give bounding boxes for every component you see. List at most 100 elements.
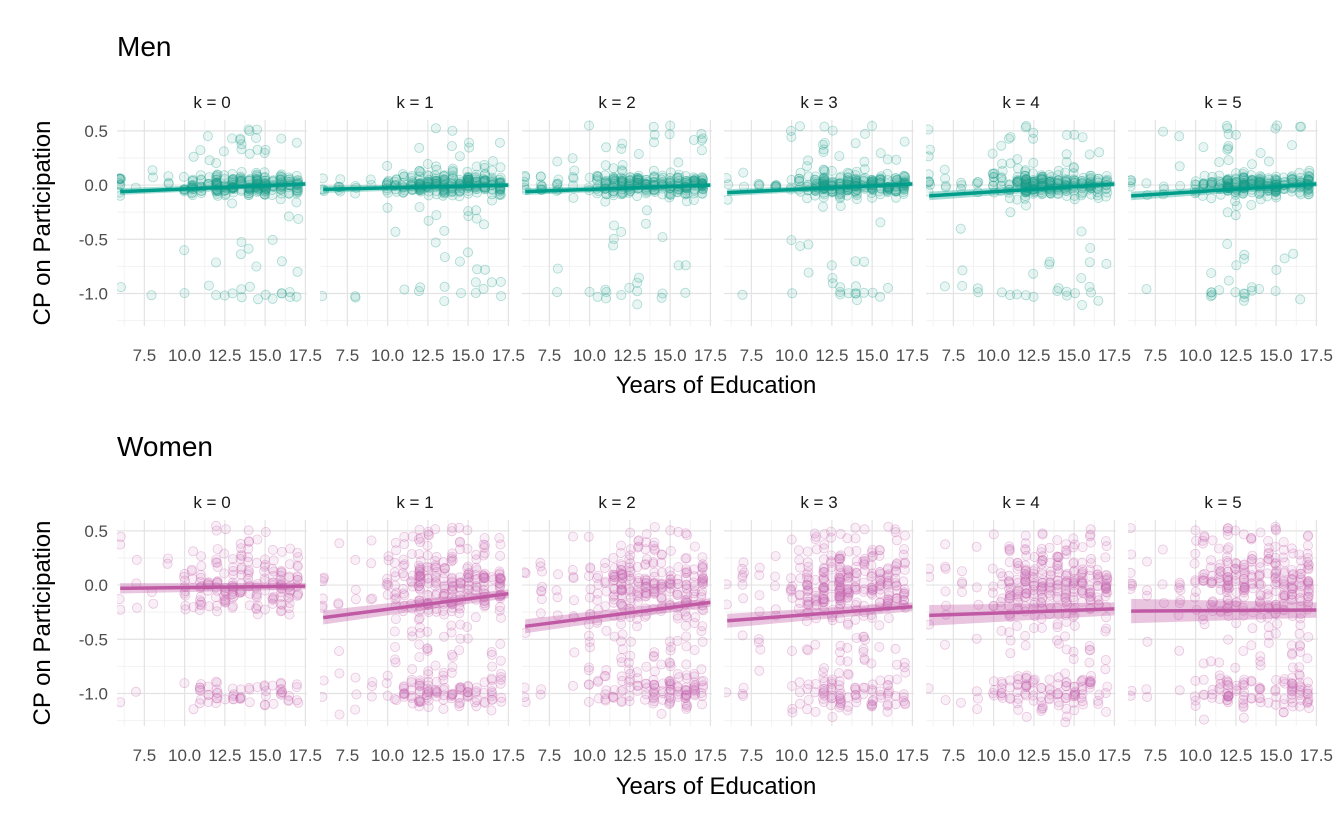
data-point [320, 600, 328, 611]
x-tick-label: 12.5 [1219, 746, 1252, 765]
data-point [665, 167, 676, 178]
data-point [1278, 577, 1289, 588]
data-point [818, 583, 829, 594]
data-point [117, 173, 125, 184]
data-point [243, 552, 254, 563]
data-point [479, 573, 490, 584]
data-point [803, 645, 814, 656]
y-tick-label: -1.0 [79, 685, 108, 704]
data-point [1142, 590, 1153, 601]
data-point [640, 174, 651, 185]
data-point [584, 172, 595, 183]
data-point [1231, 618, 1242, 629]
data-point [414, 572, 425, 583]
data-point [1270, 568, 1281, 579]
data-point [211, 684, 222, 695]
data-point [1223, 691, 1234, 702]
data-point [1294, 677, 1305, 688]
data-point [399, 531, 410, 542]
data-point [1012, 620, 1023, 631]
data-point [479, 169, 490, 180]
data-point [1011, 289, 1022, 300]
data-point [892, 659, 903, 670]
data-point [690, 690, 701, 701]
data-point [859, 164, 870, 175]
data-point [350, 292, 361, 303]
data-point [320, 675, 329, 686]
data-point [609, 175, 620, 186]
data-point [423, 702, 434, 713]
data-point [1206, 178, 1217, 189]
x-tick-label: 15.0 [452, 746, 485, 765]
data-point [1044, 588, 1055, 599]
data-point [867, 192, 878, 203]
data-point [819, 683, 830, 694]
data-point [834, 577, 845, 588]
data-point [680, 682, 691, 693]
x-tick-label: 15.0 [249, 746, 282, 765]
data-point [117, 531, 126, 542]
data-point [470, 174, 481, 185]
data-point [1223, 680, 1234, 691]
data-point [835, 591, 846, 602]
data-point [600, 601, 611, 612]
data-point [1207, 596, 1218, 607]
data-point [494, 583, 505, 594]
data-point [439, 580, 450, 591]
data-point [1230, 563, 1241, 574]
data-point [1287, 173, 1298, 184]
data-point [1286, 172, 1297, 183]
data-point [1239, 583, 1250, 594]
data-point [478, 573, 489, 584]
data-point [179, 678, 190, 689]
data-point [568, 572, 579, 583]
data-point [1222, 575, 1233, 586]
data-point [244, 148, 255, 159]
data-point [454, 191, 465, 202]
data-point [1295, 620, 1306, 631]
data-point [1238, 168, 1249, 179]
data-point [1028, 675, 1039, 686]
data-point [1263, 156, 1274, 167]
data-point [608, 172, 619, 183]
data-point [835, 574, 846, 585]
data-point [1304, 172, 1315, 183]
data-point [406, 172, 417, 183]
data-point [276, 133, 287, 144]
data-point [1222, 566, 1233, 577]
data-point [439, 583, 450, 594]
data-point [1286, 589, 1297, 600]
data-point [1062, 174, 1073, 185]
data-point [522, 568, 531, 579]
data-point [430, 562, 441, 573]
data-point [1012, 680, 1023, 691]
data-point [1221, 556, 1232, 567]
data-point [1068, 576, 1079, 587]
data-point [843, 571, 854, 582]
data-point [202, 681, 213, 692]
data-point [431, 691, 442, 702]
data-point [366, 681, 377, 692]
data-point [454, 683, 465, 694]
data-point [1061, 689, 1072, 700]
data-point [585, 642, 596, 653]
data-point [131, 602, 142, 613]
data-point [1287, 686, 1298, 697]
data-point [227, 133, 238, 144]
data-point [843, 568, 854, 579]
data-point [875, 575, 886, 586]
data-point [680, 610, 691, 621]
data-point [860, 128, 871, 139]
data-point [391, 587, 402, 598]
data-point [293, 697, 304, 708]
data-point [251, 174, 262, 185]
data-point [617, 569, 628, 580]
data-point [859, 653, 870, 664]
data-point [859, 566, 870, 577]
data-point [1239, 562, 1250, 573]
data-point [664, 636, 675, 647]
data-point [487, 694, 498, 705]
x-tick-label: 12.5 [1219, 346, 1252, 365]
data-point [1068, 533, 1079, 544]
data-point [842, 564, 853, 575]
